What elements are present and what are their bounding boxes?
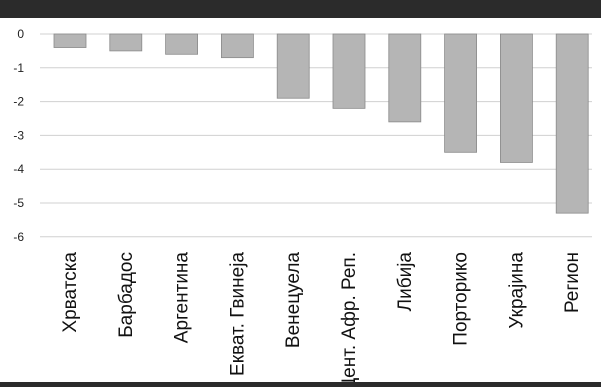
category-label: Регион — [562, 252, 583, 313]
y-tick-label: 0 — [17, 27, 24, 41]
bar — [220, 33, 254, 59]
category-label: Хрватска — [60, 252, 81, 333]
bar — [499, 33, 533, 163]
bar — [165, 33, 199, 55]
category-label: Украјина — [506, 252, 527, 329]
y-tick-label: -4 — [13, 162, 24, 176]
y-tick-label: -3 — [13, 128, 24, 142]
category-label: Порторико — [451, 252, 472, 346]
y-tick-label: -6 — [13, 230, 24, 244]
y-tick-label: -5 — [13, 196, 24, 210]
category-label: Цент. Афр. Реп. — [339, 252, 360, 387]
bar — [332, 33, 366, 109]
bar — [388, 33, 422, 123]
top-dark-bar — [0, 0, 601, 18]
category-label: Барбадос — [116, 252, 137, 338]
x-axis-categories: Хрватска Барбадос Аргентина Екват. Гвинеја В… — [60, 252, 583, 387]
category-label: Венецуела — [283, 252, 304, 348]
bar — [53, 33, 87, 48]
bar — [276, 33, 310, 99]
bar — [555, 33, 589, 214]
bar — [444, 33, 478, 153]
category-label: Либија — [395, 252, 416, 312]
bars — [53, 33, 589, 214]
bar — [109, 33, 143, 52]
y-tick-label: -2 — [13, 95, 24, 109]
y-axis-ticks: 0 -1 -2 -3 -4 -5 -6 — [13, 27, 24, 244]
category-label: Аргентина — [172, 252, 193, 344]
y-tick-label: -1 — [13, 61, 24, 75]
category-label: Екват. Гвинеја — [227, 252, 248, 376]
bottom-dark-bar — [0, 382, 601, 387]
grid-lines — [40, 33, 592, 238]
